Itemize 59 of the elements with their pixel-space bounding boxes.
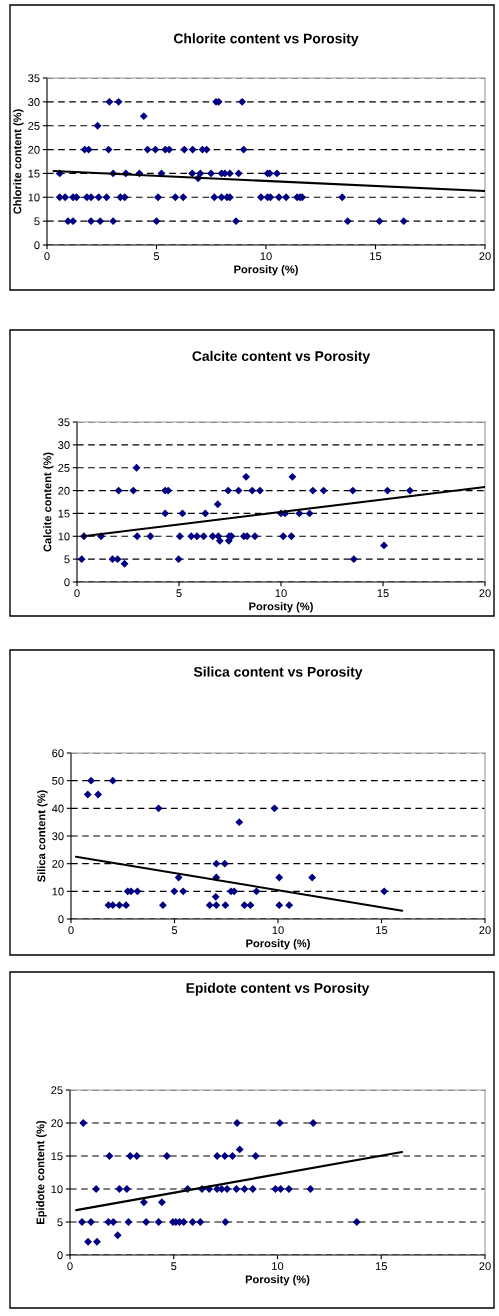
y-tick-label: 0 [58,915,64,924]
y-tick-label: 10 [58,532,70,541]
y-tick-label: 15 [28,169,40,178]
y-axis-title: Chlorite content (%) [13,109,24,214]
y-tick-label: 0 [34,241,40,250]
x-tick-label: 15 [376,926,388,935]
x-tick-label: 10 [272,1262,284,1271]
x-axis-title: Porosity (%) [249,602,313,613]
y-tick-label: 15 [58,509,70,518]
y-tick-label: 20 [58,486,70,495]
x-tick-label: 10 [275,589,287,598]
y-tick-label: 30 [58,441,70,449]
y-tick-label: 15 [51,1152,63,1161]
y-tick-label: 35 [58,418,70,427]
y-tick-label: 5 [57,1218,63,1227]
x-tick-label: 5 [171,1262,177,1271]
y-tick-label: 60 [52,749,64,758]
x-tick-label: 0 [74,589,80,598]
y-tick-label: 40 [51,804,64,813]
x-tick-label: 15 [377,589,389,598]
y-tick-label: 5 [34,217,40,226]
chart-title: Calcite content vs Porosity [192,350,371,364]
chart-title: Epidote content vs Porosity [186,982,370,996]
x-axis-title: Porosity (%) [234,265,298,276]
x-tick-label: 20 [479,1262,491,1271]
y-tick-label: 30 [28,98,40,106]
y-tick-label: 10 [28,193,40,202]
x-tick-label: 0 [44,252,50,261]
y-tick-label: 25 [58,463,70,472]
y-tick-label: 25 [51,1086,63,1095]
y-axis-title: Calcite content (%) [43,452,54,552]
x-tick-label: 15 [375,1262,387,1271]
chart-title: Silica content vs Porosity [193,666,363,680]
y-tick-label: 5 [64,555,70,564]
y-tick-label: 10 [52,887,64,896]
x-tick-label: 5 [176,589,182,598]
x-tick-label: 10 [272,926,284,935]
x-tick-label: 10 [260,252,272,261]
y-tick-label: 20 [28,145,40,154]
y-tick-label: 0 [64,578,70,587]
y-tick-label: 20 [51,1119,63,1128]
y-tick-label: 0 [57,1251,63,1260]
y-tick-label: 10 [51,1185,63,1194]
x-tick-label: 20 [479,926,491,935]
chart-title: Chlorite content vs Porosity [173,33,359,47]
x-tick-label: 20 [479,589,491,598]
y-axis-title: Silica content (%) [37,790,48,882]
x-axis-title: Porosity (%) [246,939,310,950]
x-tick-label: 5 [153,252,160,261]
y-axis-title: Epidote content (%) [36,1120,47,1224]
x-tick-label: 5 [171,926,178,935]
y-tick-label: 50 [52,776,64,785]
y-tick-label: 20 [52,859,64,868]
x-tick-label: 15 [370,252,382,261]
y-tick-label: 35 [28,74,40,83]
y-tick-label: 30 [52,832,64,841]
x-tick-label: 20 [479,252,491,261]
y-tick-label: 25 [28,121,40,130]
x-axis-title: Porosity (%) [245,1275,310,1286]
